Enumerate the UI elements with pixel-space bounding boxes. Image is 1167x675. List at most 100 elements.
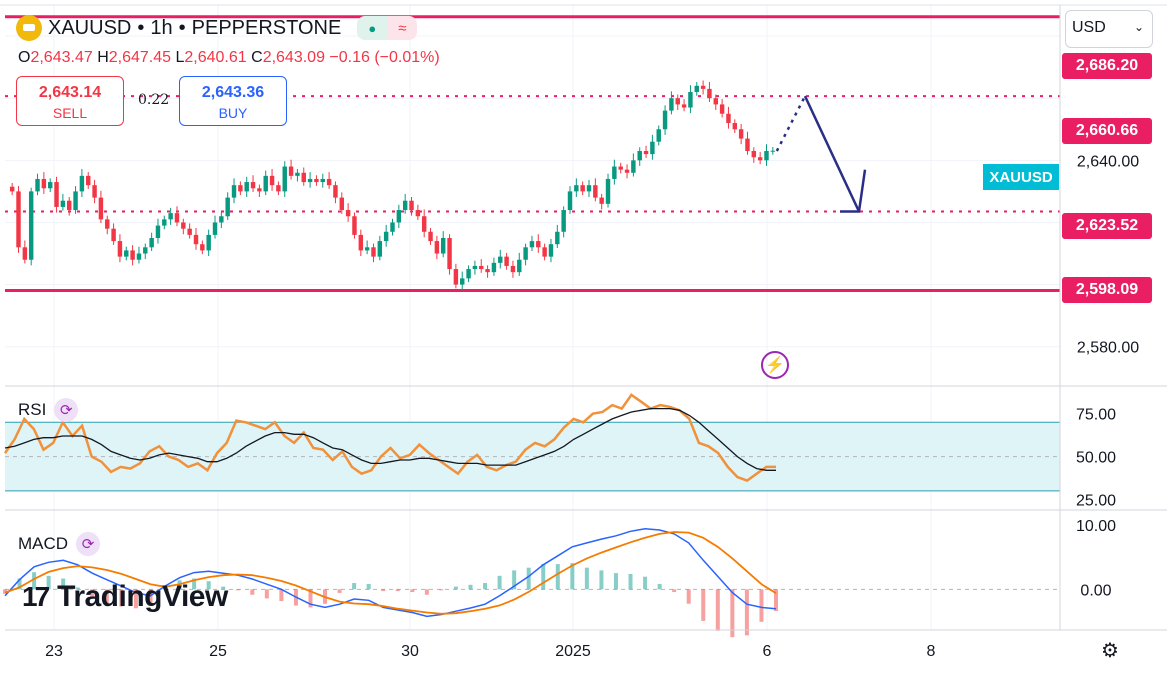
macd-histogram-bar <box>424 589 429 595</box>
price-levels[interactable] <box>5 15 1060 293</box>
macd-histogram-bar <box>672 589 677 593</box>
candle-body <box>428 231 433 242</box>
candle-body <box>757 157 763 161</box>
macd-histogram-bar <box>468 584 473 590</box>
lightning-icon[interactable]: ⚡ <box>761 351 789 379</box>
macd-histogram-bar <box>381 589 386 592</box>
candle-body <box>377 241 383 257</box>
candle-body <box>517 259 522 273</box>
macd-histogram-bar <box>366 583 371 590</box>
macd-pane <box>3 528 1060 638</box>
candle-body <box>371 247 376 257</box>
macd-histogram-bar <box>701 589 706 621</box>
candle-body <box>358 234 364 251</box>
macd-histogram-bar <box>453 586 458 590</box>
macd-histogram-bar <box>613 573 618 590</box>
candle-body <box>263 175 268 192</box>
buy-label: BUY <box>218 105 248 121</box>
macd-histogram-bar <box>643 576 648 590</box>
candle-body <box>136 253 142 260</box>
candle-body <box>485 269 490 273</box>
rsi-legend[interactable]: RSI ⟳ <box>18 398 79 422</box>
refresh-icon[interactable]: ⟳ <box>76 532 101 556</box>
macd-histogram-bar <box>439 589 444 591</box>
axes: 2,680.002,640.002,580.0023253020256875.0… <box>0 4 1167 660</box>
candle-body <box>54 182 59 207</box>
macd-tick-label: 10.00 <box>1076 518 1116 535</box>
candle-body <box>244 182 249 192</box>
candle-body <box>675 98 680 105</box>
market-status-pill[interactable]: ● ≈ <box>357 16 418 40</box>
price-tag-resistance[interactable]: 2,660.66 <box>1062 118 1152 144</box>
candle-body <box>352 216 357 235</box>
spread-value: 0.22 <box>138 92 170 108</box>
macd-histogram-bar <box>235 589 240 591</box>
candle-body <box>700 85 706 89</box>
candle-body <box>770 150 776 152</box>
candle-body <box>206 234 211 251</box>
macd-histogram-bar <box>46 575 51 590</box>
currency-label: USD <box>1072 19 1106 36</box>
macd-histogram-bar <box>497 575 502 590</box>
buy-button[interactable]: 2,643.36 BUY <box>179 76 287 126</box>
macd-histogram-bar <box>61 578 66 590</box>
candle-body <box>618 166 623 170</box>
candle-body <box>466 269 471 279</box>
candle-body <box>669 98 674 111</box>
macd-histogram-bar <box>308 589 313 608</box>
candle-body <box>498 256 503 263</box>
candle-body <box>155 225 161 238</box>
macd-histogram-bar <box>744 589 749 636</box>
macd-legend[interactable]: MACD ⟳ <box>18 532 101 556</box>
candle-body <box>548 244 554 257</box>
candle-body <box>339 197 345 211</box>
candle-body <box>364 247 370 251</box>
price-tag-target[interactable]: 2,623.52 <box>1062 213 1152 239</box>
grid <box>5 5 1060 630</box>
macd-histogram-bar <box>250 589 255 595</box>
candle-body <box>605 178 611 204</box>
candle-body <box>555 231 560 245</box>
settings-icon[interactable]: ⚙ <box>1101 640 1119 662</box>
refresh-icon[interactable]: ⟳ <box>54 398 79 422</box>
symbol-header[interactable]: XAUUSD • 1h • PEPPERSTONE ● ≈ <box>16 14 418 42</box>
candle-body <box>599 197 604 204</box>
macd-histogram-bar <box>759 589 764 622</box>
candle-body <box>219 216 224 223</box>
macd-histogram-bar <box>410 589 415 593</box>
macd-histogram-bar <box>483 583 488 590</box>
currency-select[interactable]: USD ⌄ <box>1065 10 1153 48</box>
candle-body <box>269 175 275 186</box>
separator: • <box>178 16 186 39</box>
open-label: O <box>18 49 31 66</box>
candle-body <box>612 166 617 179</box>
forecast-drawing[interactable] <box>775 95 867 213</box>
candle-body <box>276 185 281 192</box>
candle-body <box>117 241 123 257</box>
delayed-data-icon: ≈ <box>387 16 418 40</box>
macd-histogram-bar <box>599 570 604 590</box>
market-open-icon: ● <box>357 16 388 40</box>
candle-body <box>282 166 287 192</box>
candle-body <box>580 185 585 192</box>
price-tag-top[interactable]: 2,686.20 <box>1062 53 1152 79</box>
candle-body <box>713 98 718 105</box>
price-tag-support[interactable]: 2,598.09 <box>1062 277 1152 303</box>
candle-body <box>16 191 21 248</box>
candle-body <box>681 104 687 108</box>
candle-body <box>421 216 427 232</box>
macd-histogram-bar <box>541 564 546 590</box>
candle-body <box>745 138 750 152</box>
macd-histogram-bar <box>657 583 662 590</box>
ohlc-values: O2,643.47 H2,647.45 L2,640.61 C2,643.09 … <box>18 49 440 67</box>
sell-button[interactable]: 2,643.14 SELL <box>16 76 124 126</box>
price-tick-label: 2,580.00 <box>1077 340 1139 357</box>
candle-body <box>460 278 465 285</box>
candle-body <box>28 191 34 260</box>
sell-label: SELL <box>52 105 88 121</box>
candle-body <box>593 185 598 198</box>
price-tick-label: 2,640.00 <box>1077 153 1139 170</box>
macd-histogram-bar <box>3 589 7 594</box>
candle-body <box>688 91 693 108</box>
